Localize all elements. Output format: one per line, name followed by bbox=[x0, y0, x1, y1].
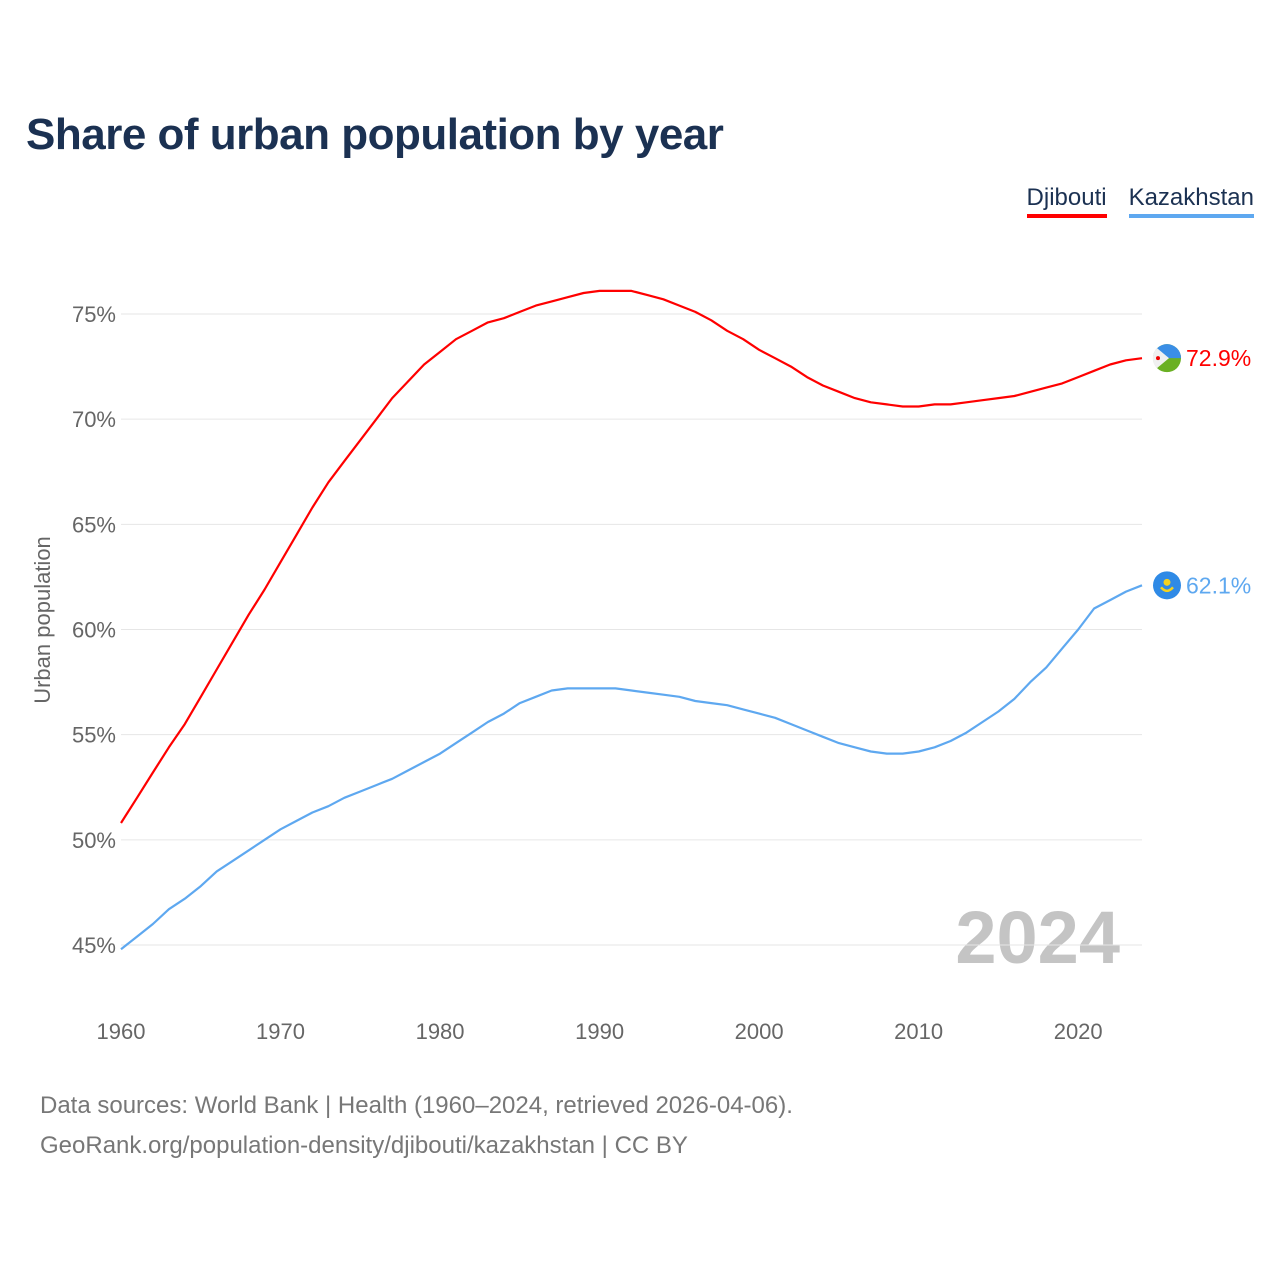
legend: Djibouti Kazakhstan bbox=[1026, 184, 1254, 218]
y-tick-label: 50% bbox=[72, 828, 116, 853]
series-line-djibouti bbox=[120, 289, 1143, 824]
attribution-line[interactable]: GeoRank.org/population-density/djibouti/… bbox=[40, 1132, 688, 1159]
y-tick-label: 65% bbox=[72, 512, 116, 537]
y-axis-label: Urban population bbox=[30, 536, 55, 704]
x-tick-label: 2010 bbox=[894, 1019, 943, 1044]
x-tick-label: 1990 bbox=[575, 1019, 624, 1044]
y-tick-label: 75% bbox=[72, 302, 116, 327]
end-value-label: 72.9% bbox=[1186, 345, 1251, 371]
kazakhstan-flag-icon bbox=[1153, 571, 1181, 600]
year-watermark: 2024 bbox=[955, 896, 1120, 979]
x-tick-label: 2020 bbox=[1054, 1019, 1103, 1044]
x-tick-label: 1980 bbox=[416, 1019, 465, 1044]
chart-title: Share of urban population by year bbox=[26, 110, 724, 159]
y-tick-label: 55% bbox=[72, 723, 116, 748]
x-tick-label: 1970 bbox=[256, 1019, 305, 1044]
footer: Data sources: World Bank | Health (1960–… bbox=[40, 1086, 793, 1166]
djibouti-flag-icon bbox=[1152, 344, 1181, 373]
legend-item-djibouti[interactable]: Djibouti bbox=[1026, 184, 1107, 218]
legend-item-kazakhstan[interactable]: Kazakhstan bbox=[1128, 184, 1254, 218]
y-tick-label: 70% bbox=[72, 407, 116, 432]
source-line: Data sources: World Bank | Health (1960–… bbox=[40, 1092, 793, 1119]
x-tick-label: 1960 bbox=[97, 1019, 146, 1044]
y-tick-label: 45% bbox=[72, 933, 116, 958]
x-tick-label: 2000 bbox=[735, 1019, 784, 1044]
end-value-label: 62.1% bbox=[1186, 572, 1251, 598]
y-tick-label: 60% bbox=[72, 618, 116, 643]
series-line-kazakhstan bbox=[120, 584, 1143, 951]
